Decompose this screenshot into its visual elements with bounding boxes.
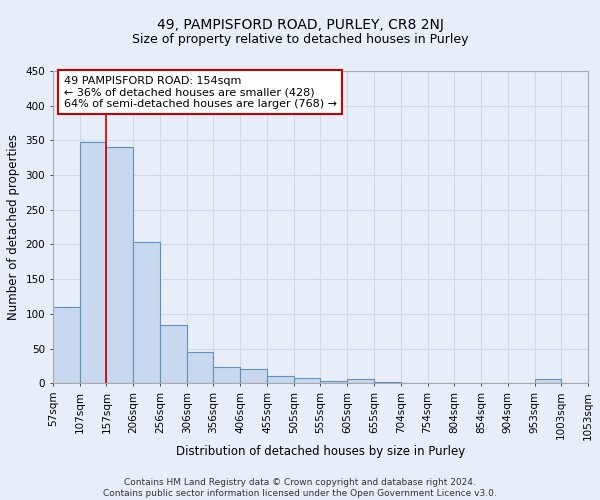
Text: 49, PAMPISFORD ROAD, PURLEY, CR8 2NJ: 49, PAMPISFORD ROAD, PURLEY, CR8 2NJ (157, 18, 443, 32)
Bar (214, 368, 240, 383)
Bar (160, 325, 187, 383)
Bar (347, 379, 374, 383)
Text: Contains HM Land Registry data © Crown copyright and database right 2024.
Contai: Contains HM Land Registry data © Crown c… (103, 478, 497, 498)
Bar (401, 382, 428, 383)
Bar (133, 242, 160, 383)
Bar (428, 382, 454, 383)
Bar (106, 146, 133, 383)
Bar (294, 378, 320, 383)
Bar (80, 142, 106, 383)
Bar (267, 376, 294, 383)
Bar (374, 382, 401, 383)
Bar (53, 307, 80, 383)
Text: 49 PAMPISFORD ROAD: 154sqm
← 36% of detached houses are smaller (428)
64% of sem: 49 PAMPISFORD ROAD: 154sqm ← 36% of deta… (64, 76, 337, 109)
Bar (535, 379, 561, 383)
X-axis label: Distribution of detached houses by size in Purley: Distribution of detached houses by size … (176, 445, 465, 458)
Bar (320, 381, 347, 383)
Text: Size of property relative to detached houses in Purley: Size of property relative to detached ho… (132, 32, 468, 46)
Bar (240, 368, 267, 383)
Y-axis label: Number of detached properties: Number of detached properties (7, 134, 20, 320)
Bar (187, 352, 214, 383)
